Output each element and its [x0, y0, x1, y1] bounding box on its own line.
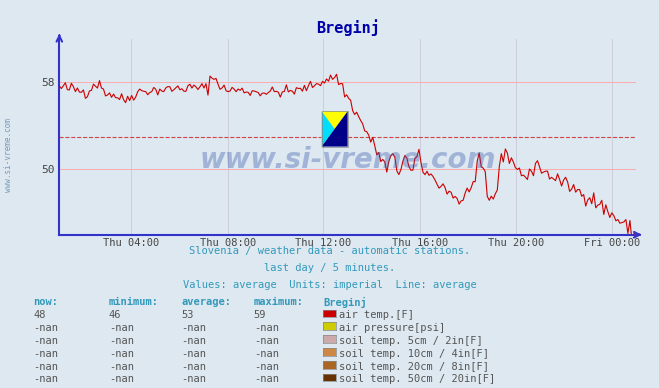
Text: soil temp. 20cm / 8in[F]: soil temp. 20cm / 8in[F]	[339, 362, 490, 372]
Text: -nan: -nan	[109, 349, 134, 359]
Text: maximum:: maximum:	[254, 297, 304, 307]
Text: -nan: -nan	[33, 336, 58, 346]
Text: -nan: -nan	[181, 374, 206, 385]
Title: Breginj: Breginj	[316, 19, 380, 36]
Text: 46: 46	[109, 310, 121, 320]
Text: minimum:: minimum:	[109, 297, 159, 307]
Text: -nan: -nan	[109, 362, 134, 372]
Text: www.si-vreme.com: www.si-vreme.com	[200, 146, 496, 174]
Text: -nan: -nan	[181, 323, 206, 333]
Text: -nan: -nan	[109, 323, 134, 333]
Text: -nan: -nan	[254, 336, 279, 346]
Text: -nan: -nan	[254, 374, 279, 385]
Polygon shape	[322, 111, 335, 147]
Text: -nan: -nan	[33, 374, 58, 385]
Text: now:: now:	[33, 297, 58, 307]
Text: -nan: -nan	[181, 349, 206, 359]
Text: average:: average:	[181, 297, 231, 307]
Text: Values: average  Units: imperial  Line: average: Values: average Units: imperial Line: av…	[183, 280, 476, 290]
Text: soil temp. 10cm / 4in[F]: soil temp. 10cm / 4in[F]	[339, 349, 490, 359]
Text: soil temp. 50cm / 20in[F]: soil temp. 50cm / 20in[F]	[339, 374, 496, 385]
Text: -nan: -nan	[109, 336, 134, 346]
Bar	[322, 111, 348, 147]
Polygon shape	[322, 111, 348, 147]
Text: soil temp. 5cm / 2in[F]: soil temp. 5cm / 2in[F]	[339, 336, 483, 346]
Text: 48: 48	[33, 310, 45, 320]
Text: www.si-vreme.com: www.si-vreme.com	[4, 118, 13, 192]
Text: Breginj: Breginj	[323, 297, 366, 308]
Text: -nan: -nan	[33, 323, 58, 333]
Text: -nan: -nan	[33, 362, 58, 372]
Text: -nan: -nan	[254, 362, 279, 372]
Text: -nan: -nan	[33, 349, 58, 359]
Text: -nan: -nan	[181, 336, 206, 346]
Text: air temp.[F]: air temp.[F]	[339, 310, 415, 320]
Text: -nan: -nan	[109, 374, 134, 385]
Text: -nan: -nan	[254, 323, 279, 333]
Text: -nan: -nan	[254, 349, 279, 359]
Text: -nan: -nan	[181, 362, 206, 372]
Text: 59: 59	[254, 310, 266, 320]
Text: Slovenia / weather data - automatic stations.: Slovenia / weather data - automatic stat…	[189, 246, 470, 256]
Polygon shape	[322, 111, 348, 147]
Text: air pressure[psi]: air pressure[psi]	[339, 323, 445, 333]
Text: 53: 53	[181, 310, 194, 320]
Text: last day / 5 minutes.: last day / 5 minutes.	[264, 263, 395, 273]
